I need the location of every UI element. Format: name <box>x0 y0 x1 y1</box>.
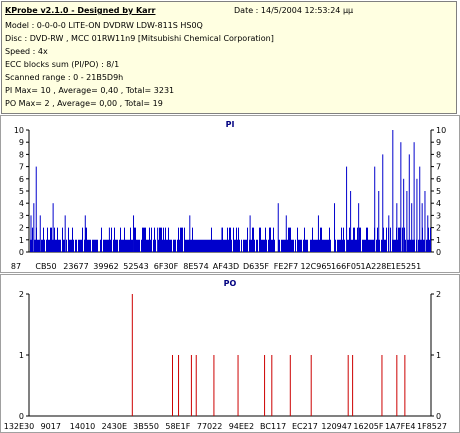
po-xtick-label: 1A7FE4 <box>385 422 415 431</box>
pi-ytick-label-right: 7 <box>436 163 441 172</box>
po-xtick-label: EC217 <box>292 422 318 431</box>
pi-ytick-label-left: 10 <box>14 126 24 135</box>
pi-ytick-label-right: 0 <box>436 248 441 257</box>
pi-xtick-label: 23677 <box>63 262 88 271</box>
pi-ytick-label-left: 2 <box>19 224 24 233</box>
po-xtick-label: 16205F <box>353 422 383 431</box>
pi-xtick-label: 6F30F <box>154 262 179 271</box>
info-panel: KProbe v2.1.0 - Designed by Karr Date : … <box>1 1 457 114</box>
pi-ytick-label-left: 0 <box>19 248 24 257</box>
po-xtick-label: 77022 <box>197 422 222 431</box>
pi-ytick-label-left: 6 <box>19 175 24 184</box>
pi-ytick-label-right: 4 <box>436 199 441 208</box>
pi-xtick-label: FE2F7 <box>274 262 298 271</box>
pi-ytick-label-right: 10 <box>436 126 446 135</box>
pi-xtick-label: 39962 <box>93 262 118 271</box>
pi-ytick-label-right: 8 <box>436 150 441 159</box>
scan-date: Date : 14/5/2004 12:53:24 μμ <box>234 6 354 15</box>
po-ytick-label-left: 2 <box>19 290 24 299</box>
pi-xtick-label: CB50 <box>35 262 56 271</box>
pi-xtick-label: 87 <box>11 262 21 271</box>
po-ytick-label-right: 2 <box>436 290 441 299</box>
pi-ytick-label-right: 5 <box>436 187 441 196</box>
po-xtick-label: 1F8527 <box>417 422 447 431</box>
pi-xtick-label: 8E574 <box>183 262 208 271</box>
pi-xtick-label: D635F <box>243 262 269 271</box>
po-xtick-label: 94EE2 <box>229 422 254 431</box>
pi-ytick-label-left: 4 <box>19 199 24 208</box>
pi-ytick-label-right: 1 <box>436 236 441 245</box>
info-disc: Disc : DVD-RW , MCC 01RW11n9 [Mitsubishi… <box>5 34 274 43</box>
info-po-stats: PO Max= 2 , Average= 0,00 , Total= 19 <box>5 99 163 108</box>
pi-ytick-label-left: 3 <box>19 211 24 220</box>
pi-xtick-label: AF43D <box>213 262 239 271</box>
po-xtick-label: 3B550 <box>133 422 159 431</box>
info-ecc: ECC blocks sum (PI/PO) : 8/1 <box>5 60 120 69</box>
pi-ytick-label-left: 8 <box>19 150 24 159</box>
pi-ytick-label-right: 9 <box>436 138 441 147</box>
pi-xtick-label: 166F05 <box>331 262 361 271</box>
info-pi-stats: PI Max= 10 , Average= 0,40 , Total= 3231 <box>5 86 175 95</box>
po-ytick-label-right: 1 <box>436 351 441 360</box>
pi-ytick-label-right: 2 <box>436 224 441 233</box>
po-xtick-label: 14010 <box>70 422 95 431</box>
po-ytick-label-left: 1 <box>19 351 24 360</box>
pi-ytick-label-left: 1 <box>19 236 24 245</box>
po-xtick-label: 9017 <box>41 422 61 431</box>
po-ytick-label-left: 0 <box>19 412 24 421</box>
po-title: PO <box>224 279 237 288</box>
po-xtick-label: 2430E <box>102 422 127 431</box>
po-xtick-label: 120947 <box>321 422 352 431</box>
po-frame <box>0 274 460 433</box>
po-xtick-label: 132E30 <box>4 422 35 431</box>
info-range: Scanned range : 0 - 21B5D9h <box>5 73 124 82</box>
pi-ytick-label-right: 6 <box>436 175 441 184</box>
info-model: Model : 0-0-0-0 LITE-ON DVDRW LDW-811S H… <box>5 21 203 30</box>
pi-xtick-label: 12C965 <box>300 262 331 271</box>
po-ytick-label-right: 0 <box>436 412 441 421</box>
app-title: KProbe v2.1.0 - Designed by Karr <box>5 6 156 15</box>
po-xtick-label: BC117 <box>260 422 286 431</box>
pi-xtick-label: 1A228E <box>361 262 392 271</box>
info-speed: Speed : 4x <box>5 47 48 56</box>
pi-ytick-label-left: 7 <box>19 163 24 172</box>
pi-ytick-label-left: 9 <box>19 138 24 147</box>
pi-chart: PI 0 0 1 1 2 2 3 3 4 4 5 5 6 6 7 7 8 8 9 9 10 10 87 CB50 23677 399… <box>0 115 460 273</box>
pi-title: PI <box>226 120 235 129</box>
pi-ytick-label-right: 3 <box>436 211 441 220</box>
pi-ytick-label-left: 5 <box>19 187 24 196</box>
pi-xtick-label: 52543 <box>123 262 148 271</box>
po-chart: PO 0 0 1 1 2 2 132E30 9017 14010 2430E 3B550 58E1F 77… <box>0 274 460 433</box>
po-xtick-label: 58E1F <box>165 422 190 431</box>
pi-xtick-label: 1E5251 <box>391 262 422 271</box>
